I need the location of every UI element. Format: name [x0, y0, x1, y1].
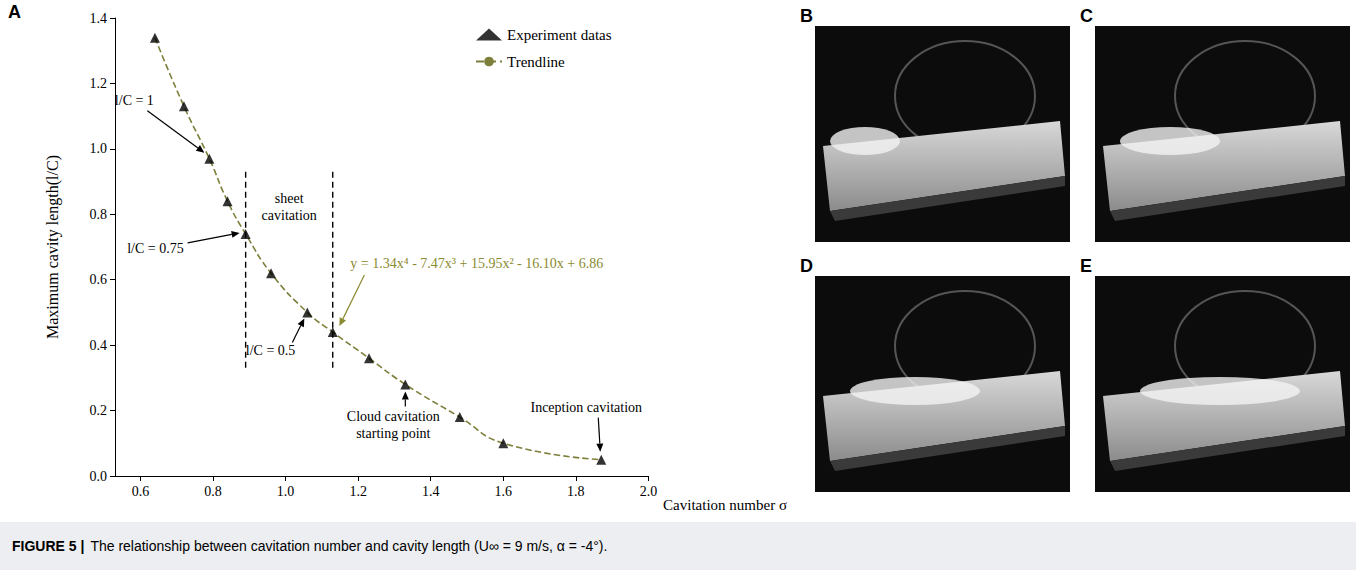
svg-text:1.0: 1.0	[277, 484, 295, 499]
html-text:A: A	[8, 2, 21, 22]
svg-text:cavitation: cavitation	[262, 208, 317, 223]
svg-text:l/C = 0.5: l/C = 0.5	[246, 343, 296, 358]
svg-text:0.4: 0.4	[90, 338, 108, 353]
svg-text:l/C = 0.75: l/C = 0.75	[127, 241, 184, 256]
svg-text:Experiment datas: Experiment datas	[507, 27, 612, 43]
svg-text:0.8: 0.8	[90, 207, 108, 222]
html-text:D: D	[800, 256, 813, 276]
svg-text:starting point: starting point	[356, 426, 430, 441]
svg-text:1.4: 1.4	[90, 11, 108, 26]
svg-text:Inception cavitation: Inception cavitation	[530, 400, 642, 415]
svg-text:sheet: sheet	[275, 191, 304, 206]
svg-text:l/C = 1: l/C = 1	[115, 93, 154, 108]
svg-text:Cavitation number σ: Cavitation number σ	[663, 497, 787, 513]
svg-text:0.0: 0.0	[90, 469, 108, 484]
svg-text:1.0: 1.0	[90, 141, 108, 156]
svg-text:Maximum cavity length(l/C): Maximum cavity length(l/C)	[44, 155, 62, 339]
svg-text:0.6: 0.6	[132, 484, 150, 499]
svg-text:1.2: 1.2	[90, 76, 108, 91]
svg-text:y = 1.34x⁴ - 7.47x³ + 15.95x²: y = 1.34x⁴ - 7.47x³ + 15.95x² - 16.10x +…	[350, 256, 603, 271]
svg-text:1.4: 1.4	[422, 484, 440, 499]
svg-text:1.6: 1.6	[495, 484, 513, 499]
svg-text:Cloud cavitation: Cloud cavitation	[347, 409, 440, 424]
svg-text:0.2: 0.2	[90, 403, 108, 418]
svg-text:0.8: 0.8	[204, 484, 222, 499]
html-text:FIGURE 5 | The relationship be: FIGURE 5 | The relationship between cavi…	[12, 538, 608, 554]
svg-text:1.8: 1.8	[567, 484, 585, 499]
svg-text:1.2: 1.2	[349, 484, 367, 499]
svg-text:Trendline: Trendline	[507, 54, 565, 70]
html-text:C: C	[1080, 6, 1093, 26]
svg-text:2.0: 2.0	[640, 484, 658, 499]
svg-text:0.6: 0.6	[90, 272, 108, 287]
html-text:E: E	[1080, 256, 1092, 276]
html-text:B: B	[800, 6, 813, 26]
